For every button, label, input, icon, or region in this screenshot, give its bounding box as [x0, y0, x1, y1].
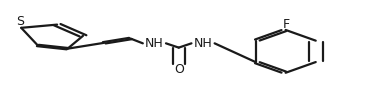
Text: F: F [283, 18, 290, 31]
Text: NH: NH [194, 37, 212, 50]
Text: S: S [17, 15, 24, 28]
Text: O: O [174, 62, 184, 76]
Text: NH: NH [145, 37, 164, 50]
